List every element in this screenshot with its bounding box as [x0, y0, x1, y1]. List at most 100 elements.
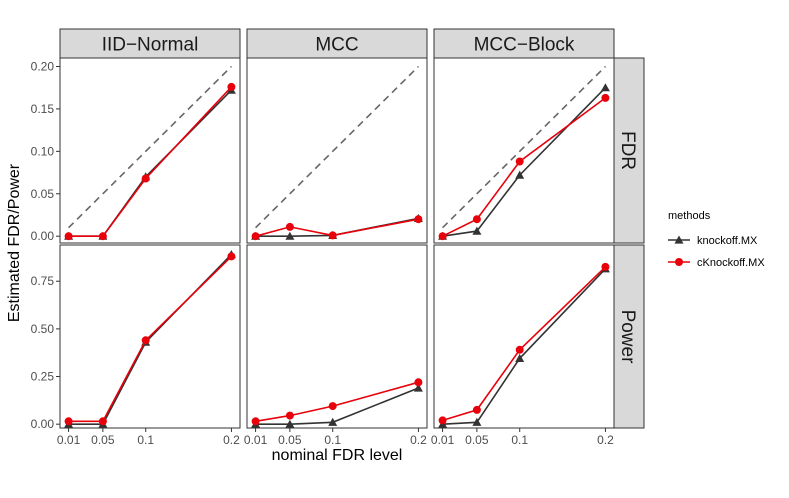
point-knockoff-mx-0.1 — [515, 353, 525, 362]
panel-border — [246, 57, 428, 244]
point-cknockoff-mx-0.01 — [251, 417, 260, 426]
y-tick-label-power-3: 0.75 — [31, 274, 55, 288]
strip-label-mcc: MCC — [315, 35, 358, 56]
x-tick-label-mcc-block-3: 0.2 — [597, 433, 614, 447]
legend-key-marker — [674, 235, 684, 244]
point-cknockoff-mx-0.05 — [98, 232, 107, 241]
x-tick-label-iid-normal-3: 0.2 — [223, 433, 240, 447]
series-line-cknockoff-mx — [68, 86, 232, 237]
point-cknockoff-mx-0.2 — [414, 378, 423, 387]
point-cknockoff-mx-0.2 — [601, 93, 610, 102]
x-tick-label-iid-normal-1: 0.05 — [91, 433, 115, 447]
y-tick-label-fdr-0: 0.00 — [31, 229, 55, 243]
legend: methods knockoff.MX cKnockoff.MX — [668, 210, 765, 269]
facet-strips: IID−Normal MCC MCC−Block FDR Power — [59, 28, 645, 429]
series-line-cknockoff-mx — [255, 381, 419, 423]
panel-background — [247, 245, 427, 428]
panel-mcc-power — [246, 244, 428, 429]
panel-background — [434, 245, 614, 428]
point-cknockoff-mx-0.05 — [285, 222, 294, 231]
legend-label: cKnockoff.MX — [697, 257, 765, 269]
reference-line — [68, 65, 232, 229]
series-line-cknockoff-mx — [442, 97, 606, 237]
point-cknockoff-mx-0.01 — [438, 232, 447, 241]
strip-label-iid-normal: IID−Normal — [102, 35, 199, 56]
strip-label-mcc-block: MCC−Block — [474, 35, 575, 56]
panel-border — [59, 57, 241, 244]
point-cknockoff-mx-0.1 — [328, 402, 337, 411]
panel-iid-normal-fdr — [59, 57, 241, 244]
series-line-knockoff-mx — [442, 268, 606, 425]
point-cknockoff-mx-0.1 — [141, 336, 150, 345]
series-line-knockoff-mx — [255, 387, 419, 426]
y-tick-label-power-2: 0.50 — [31, 322, 55, 336]
y-tick-label-power-1: 0.25 — [31, 370, 55, 384]
point-cknockoff-mx-0.01 — [64, 232, 73, 241]
point-knockoff-mx-0.1 — [515, 170, 525, 179]
point-cknockoff-mx-0.05 — [285, 411, 294, 420]
series-line-cknockoff-mx — [255, 218, 419, 237]
panel-iid-normal-power — [59, 244, 241, 429]
x-tick-label-iid-normal-2: 0.1 — [137, 433, 154, 447]
y-axis-title: Estimated FDR/Power — [6, 163, 23, 322]
point-cknockoff-mx-0.1 — [515, 345, 524, 354]
x-axis-title: nominal FDR level — [272, 447, 403, 464]
y-tick-label-fdr-3: 0.15 — [31, 102, 55, 116]
strip-iid-normal — [59, 28, 241, 59]
point-cknockoff-mx-0.1 — [515, 157, 524, 166]
panel-background — [60, 58, 240, 243]
point-knockoff-mx-0.05 — [285, 231, 295, 240]
point-cknockoff-mx-0.1 — [328, 231, 337, 240]
panel-mcc-block-fdr — [433, 57, 615, 244]
series-line-cknockoff-mx — [68, 255, 232, 423]
point-cknockoff-mx-0.01 — [64, 417, 73, 426]
x-tick-label-mcc-0: 0.01 — [244, 433, 268, 447]
point-cknockoff-mx-0.2 — [601, 262, 610, 271]
x-tick-label-mcc-2: 0.1 — [324, 433, 341, 447]
strip-fdr — [613, 57, 645, 244]
y-tick-label-power-0: 0.00 — [31, 417, 55, 431]
facet-panels — [59, 57, 615, 429]
strip-power — [613, 244, 645, 429]
x-tick-label-mcc-block-0: 0.01 — [431, 433, 455, 447]
point-cknockoff-mx-0.01 — [251, 232, 260, 241]
series-line-knockoff-mx — [442, 87, 606, 237]
x-tick-label-mcc-block-2: 0.1 — [511, 433, 528, 447]
strip-label-power: Power — [617, 310, 638, 365]
point-cknockoff-mx-0.2 — [227, 252, 236, 261]
point-cknockoff-mx-0.1 — [141, 174, 150, 183]
point-knockoff-mx-0.2 — [413, 383, 423, 392]
legend-item-cknockoff-mx: cKnockoff.MX — [668, 257, 765, 269]
panel-border — [433, 57, 615, 244]
reference-line — [442, 65, 606, 229]
point-knockoff-mx-0.2 — [600, 83, 610, 92]
point-cknockoff-mx-0.2 — [414, 215, 423, 224]
panel-background — [247, 58, 427, 243]
point-cknockoff-mx-0.2 — [227, 82, 236, 91]
panel-mcc-block-power — [433, 244, 615, 429]
panel-border — [59, 244, 241, 429]
point-cknockoff-mx-0.01 — [438, 416, 447, 425]
strip-mcc-block — [433, 28, 615, 59]
legend-item-knockoff-mx: knockoff.MX — [668, 235, 758, 247]
point-cknockoff-mx-0.05 — [472, 215, 481, 224]
panel-border — [433, 244, 615, 429]
strip-label-fdr: FDR — [617, 131, 638, 170]
legend-key-marker — [675, 258, 683, 266]
axes: 0.00 0.05 0.10 0.15 0.20 0.00 0.25 0.50 0.75 0.01… — [6, 59, 614, 464]
y-tick-label-fdr-4: 0.20 — [31, 59, 55, 73]
legend-title: methods — [668, 210, 711, 222]
x-tick-label-mcc-block-1: 0.05 — [465, 433, 489, 447]
point-cknockoff-mx-0.05 — [98, 417, 107, 426]
panel-mcc-fdr — [246, 57, 428, 244]
panel-border — [246, 244, 428, 429]
point-knockoff-mx-0.05 — [472, 226, 482, 235]
series-line-cknockoff-mx — [442, 266, 606, 422]
x-tick-label-mcc-3: 0.2 — [410, 433, 427, 447]
point-knockoff-mx-0.05 — [472, 417, 482, 426]
x-tick-label-iid-normal-0: 0.01 — [57, 433, 81, 447]
y-tick-label-fdr-2: 0.10 — [31, 144, 55, 158]
reference-line — [255, 65, 419, 229]
